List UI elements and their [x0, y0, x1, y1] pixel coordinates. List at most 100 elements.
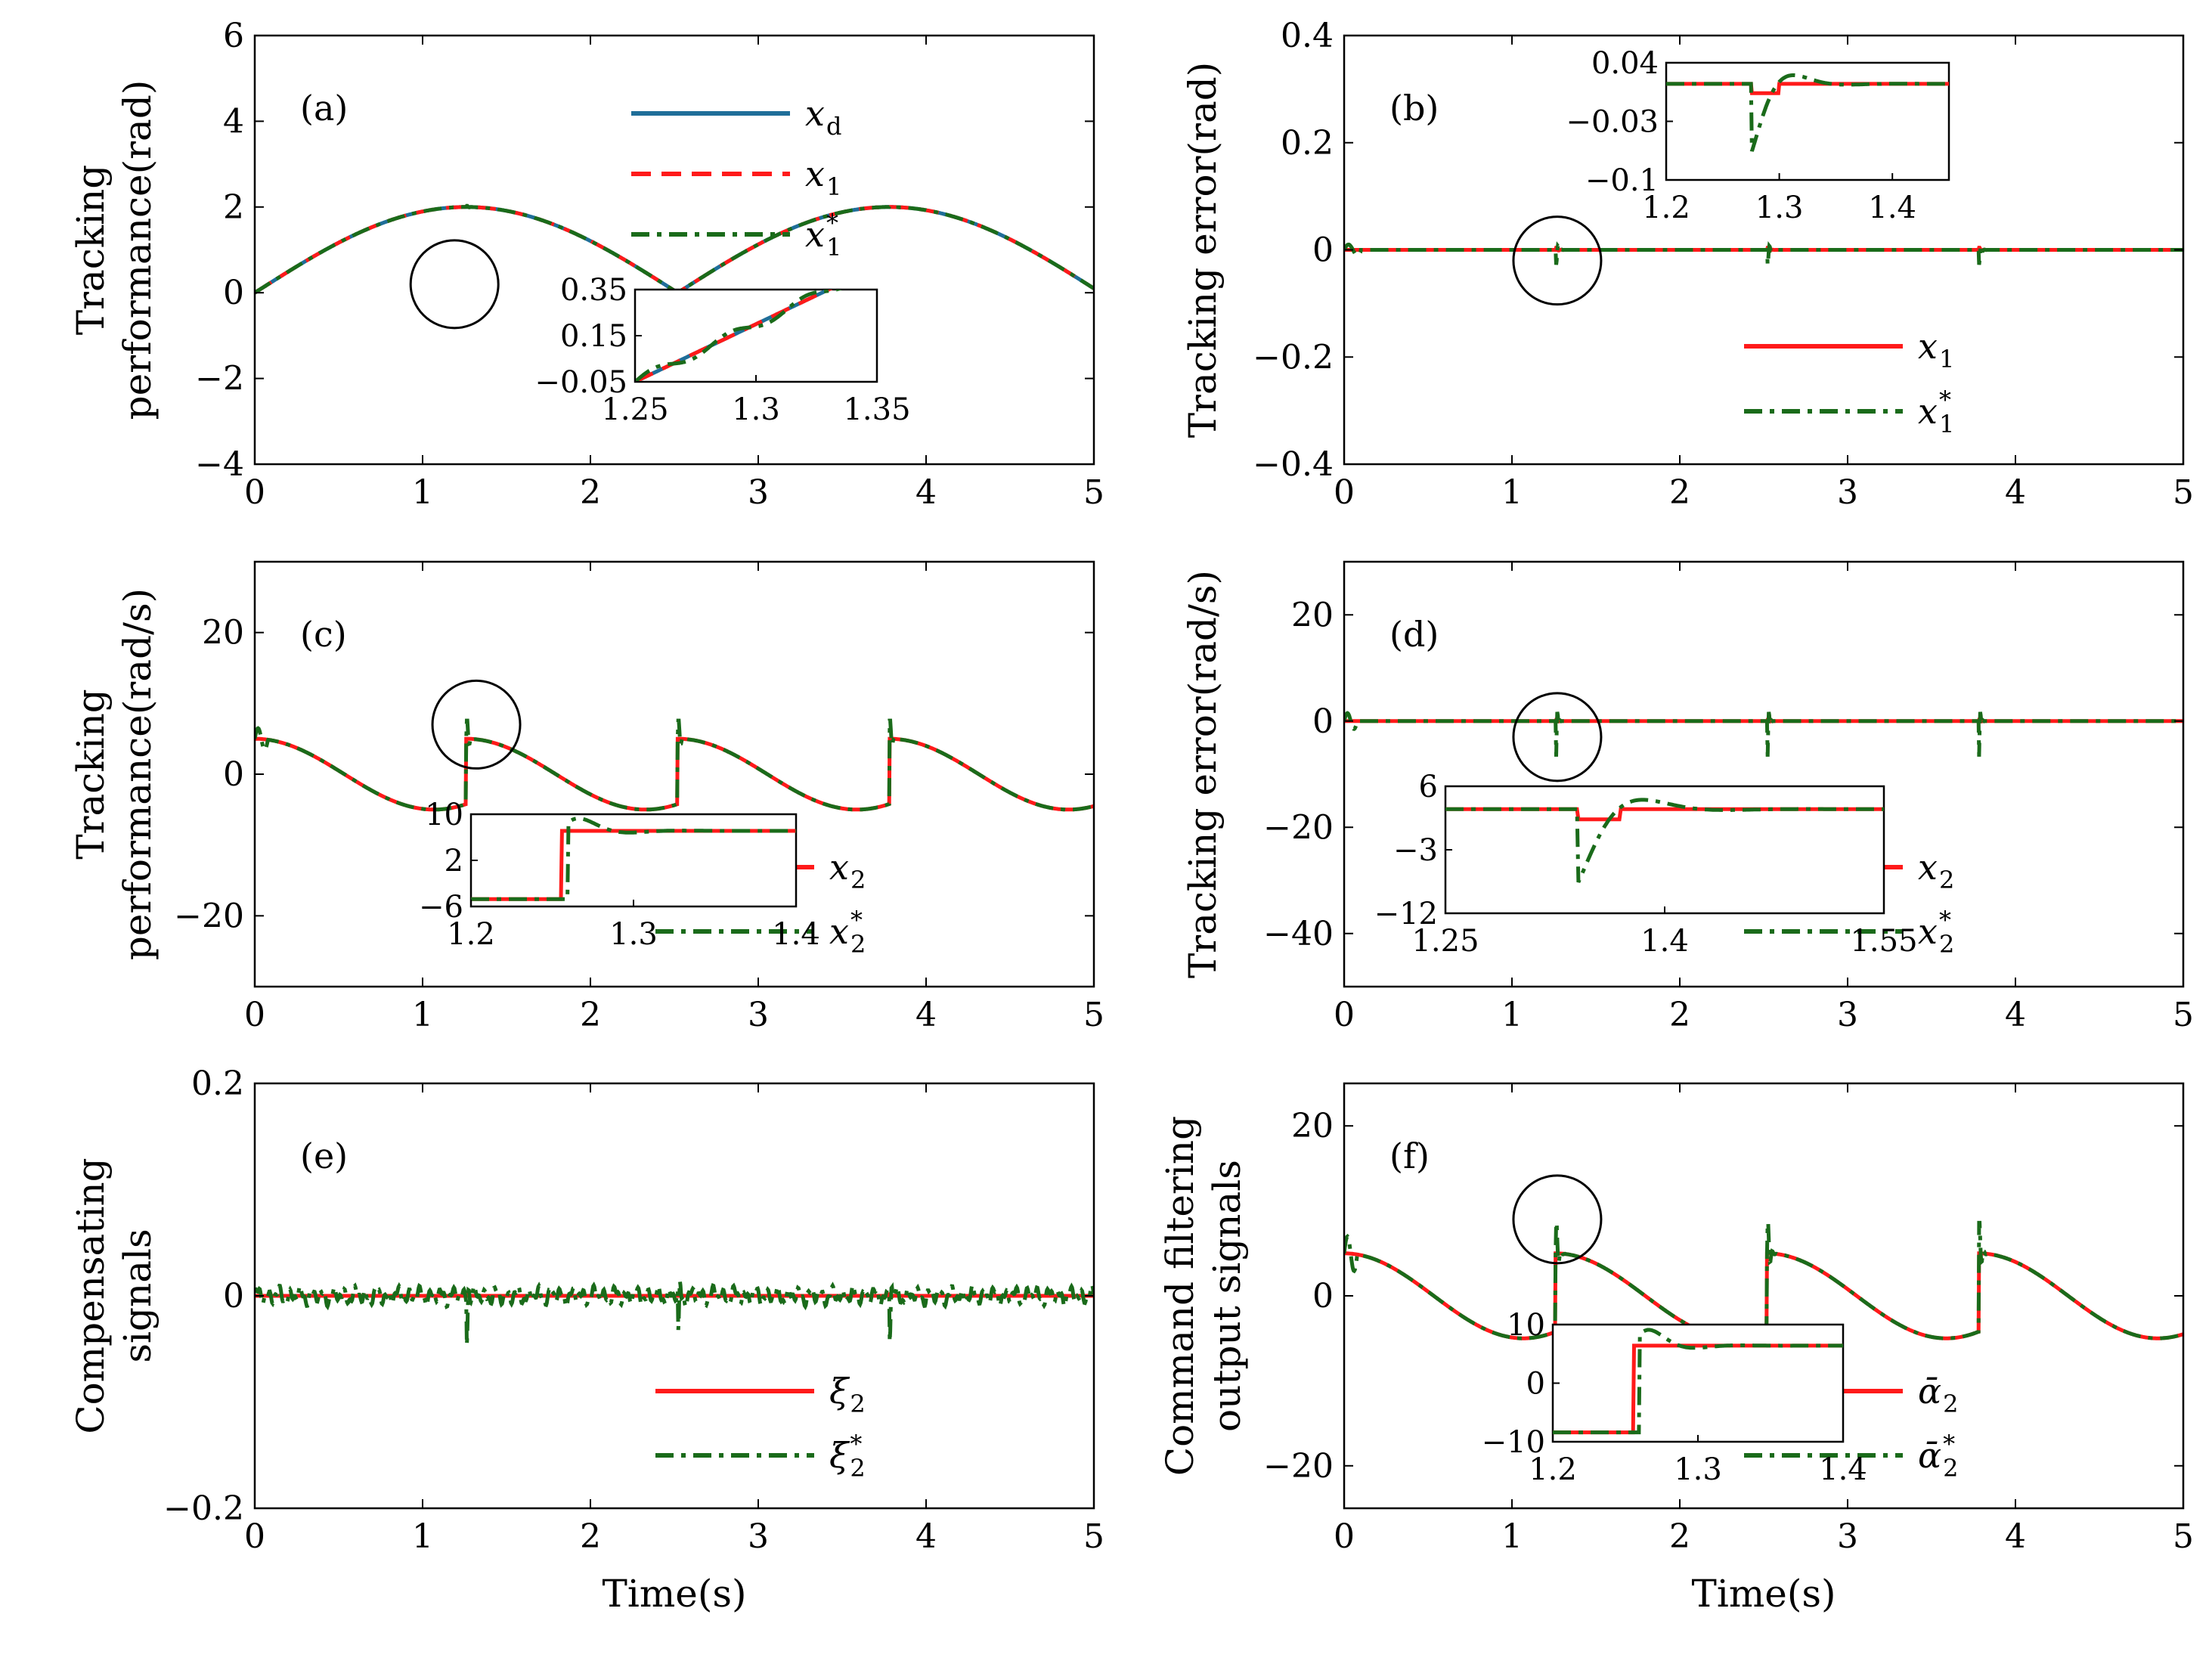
x-tick-label: 2	[580, 996, 601, 1034]
y-axis-label-line: signals	[116, 1229, 160, 1362]
y-tick-label: 20	[1291, 1107, 1334, 1145]
x-tick-label: 3	[1837, 996, 1858, 1034]
inset-x-tick-label: 1.25	[1411, 924, 1479, 959]
y-axis-label: Tracking error(rad/s)	[1181, 570, 1225, 978]
x-tick-label: 3	[1837, 473, 1858, 512]
legend-entry-sup: *	[1943, 1430, 1955, 1458]
x-tick-label: 1	[412, 1517, 433, 1556]
series-line-f-1	[1344, 1220, 2183, 1340]
y-tick-label: 0	[223, 274, 244, 312]
legend-entry-sub: 2	[1943, 1390, 1958, 1418]
series-line-b-1	[1344, 240, 2183, 265]
x-tick-label: 3	[1837, 1517, 1858, 1556]
series-line-a-2	[255, 203, 1094, 296]
panel-label: (a)	[300, 88, 348, 129]
inset-box	[1444, 785, 1885, 915]
y-tick-label: 0	[1312, 702, 1334, 741]
inset-x-tick-label: 1.2	[1529, 1452, 1577, 1487]
y-tick-label: −20	[1263, 1447, 1334, 1486]
inset-x-tick-label: 1.4	[1819, 1452, 1867, 1487]
inset-x-tick-label: 1.55	[1850, 924, 1917, 959]
series-line-c-1	[255, 718, 1094, 812]
inset-series-line	[1553, 1328, 1843, 1435]
legend-entry-symbol: ξ	[829, 1435, 850, 1476]
inset-x-tick-label: 1.4	[1868, 191, 1916, 225]
y-axis-label-line: Tracking	[69, 165, 113, 336]
inset-y-tick-label: 10	[1507, 1308, 1545, 1343]
inset-y-tick-label: −0.03	[1566, 105, 1659, 140]
y-tick-label: 4	[223, 102, 244, 141]
x-tick-label: 4	[2005, 473, 2026, 512]
legend-entry: xd	[805, 93, 841, 141]
x-tick-label: 5	[2173, 473, 2194, 512]
x-tick-label: 2	[1669, 473, 1690, 512]
x-tick-label: 0	[1334, 996, 1355, 1034]
x-axis-label: Time(s)	[1691, 1572, 1836, 1616]
y-axis-label: Compensatingsignals	[69, 1157, 160, 1433]
inset-series-line	[471, 817, 796, 901]
legend-entry-symbol: x	[805, 153, 825, 194]
inset-box	[1665, 61, 1950, 181]
legend-entry: x1	[805, 153, 841, 201]
inset-x-tick-label: 1.4	[772, 917, 820, 952]
legend-entry-sub: 2	[1943, 1454, 1958, 1483]
x-tick-label: 5	[2173, 996, 2194, 1034]
inset-box	[634, 288, 878, 383]
legend-entry-sup: *	[850, 906, 863, 934]
legend-entry-sub: 2	[1939, 930, 1954, 959]
x-tick-label: 3	[748, 473, 769, 512]
legend-entry-symbol: x	[1918, 326, 1938, 367]
y-axis-label-line: performance(rad/s)	[116, 588, 160, 960]
x-tick-label: 5	[1083, 473, 1104, 512]
y-axis-label: Trackingperformance(rad)	[69, 80, 160, 420]
inset-box	[469, 813, 798, 908]
legend-entry-symbol: x	[1918, 391, 1938, 432]
y-tick-label: 0	[223, 755, 244, 794]
inset-x-tick-label: 1.2	[447, 917, 495, 952]
y-tick-label: 0.2	[1281, 124, 1334, 163]
legend-entry-symbol: x	[829, 847, 849, 888]
inset-y-tick-label: 0.04	[1591, 46, 1659, 81]
y-tick-label: −4	[195, 445, 244, 484]
inset-x-tick-label: 1.3	[1755, 191, 1804, 225]
zoom-circle	[431, 679, 522, 770]
legend-entry-sup: *	[1939, 386, 1951, 414]
x-tick-label: 0	[1334, 1517, 1355, 1556]
y-tick-label: −20	[1263, 808, 1334, 847]
legend-entry-sub: 2	[850, 1390, 865, 1418]
inset-y-tick-label: 10	[425, 798, 463, 832]
axes-box-f	[1343, 1082, 2185, 1510]
x-tick-label: 4	[2005, 996, 2026, 1034]
x-tick-label: 3	[748, 1517, 769, 1556]
x-tick-label: 1	[1501, 473, 1523, 512]
x-tick-label: 5	[1083, 1517, 1104, 1556]
legend-entry-sub: 1	[1939, 345, 1954, 373]
x-tick-label: 1	[412, 473, 433, 512]
y-tick-label: −40	[1263, 915, 1334, 953]
y-axis-label-line: Tracking	[69, 689, 113, 860]
zoom-circle	[1512, 692, 1603, 782]
legend-entry-symbol: ξ	[829, 1371, 850, 1412]
legend-entry-symbol: x	[1918, 847, 1938, 888]
panel-a: 0 1 2 3 4 5 −4 −2 0 2 4 6 Trackingperformance(rad) (a…	[69, 17, 1104, 512]
inset-series-line	[635, 290, 843, 382]
series-line-d-1	[1344, 711, 2183, 757]
panel-label: (b)	[1389, 88, 1439, 129]
y-axis-label: Trackingperformance(rad/s)	[69, 588, 160, 960]
panel-label: (e)	[300, 1136, 348, 1176]
panel-d: 0 1 2 3 4 5 −40 −20 0 20 Tracking error(rad/s) (d) x…	[1181, 560, 2194, 1034]
inset-x-tick-label: 1.2	[1642, 191, 1690, 225]
y-tick-label: 20	[1291, 596, 1334, 634]
series-line-e-1	[255, 1281, 1094, 1346]
x-tick-label: 4	[2005, 1517, 2026, 1556]
x-tick-label: 4	[915, 996, 937, 1034]
legend-entry: x2	[829, 847, 866, 894]
inset-y-tick-label: 0	[1526, 1367, 1545, 1402]
x-tick-label: 3	[748, 996, 769, 1034]
x-tick-label: 2	[580, 1517, 601, 1556]
legend-entry: x* 2	[829, 906, 866, 959]
x-tick-label: 0	[1334, 473, 1355, 512]
legend-entry-symbol: ᾱ	[1918, 1371, 1941, 1412]
